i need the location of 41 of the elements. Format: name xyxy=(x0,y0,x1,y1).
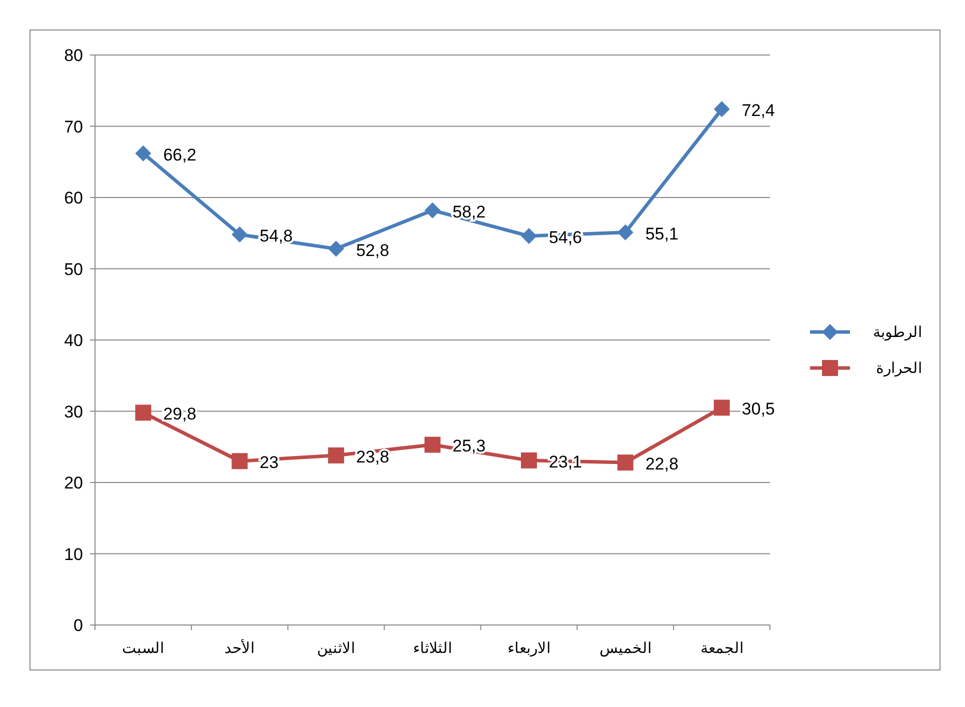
x-tick-label: السبت xyxy=(122,640,164,657)
y-tick-label: 80 xyxy=(64,46,83,65)
data-label: 55,1 xyxy=(645,224,678,244)
y-tick-label: 20 xyxy=(64,474,83,492)
point xyxy=(232,226,248,243)
x-tick-label: الثلاثاء xyxy=(413,640,452,657)
point xyxy=(135,404,152,421)
x-tick-label: الجمعة xyxy=(700,640,744,657)
data-label: 30,5 xyxy=(742,400,775,419)
point xyxy=(135,145,152,162)
point xyxy=(714,101,730,118)
data-label: 23,8 xyxy=(356,447,390,466)
point xyxy=(328,447,344,464)
data-label: 66,2 xyxy=(163,145,196,164)
x-tick-label: الخميس xyxy=(599,640,652,657)
y-tick-label: 30 xyxy=(64,402,83,422)
point xyxy=(424,436,440,453)
y-tick-label: 50 xyxy=(64,260,83,279)
y-tick-label: 0 xyxy=(74,616,83,635)
legend-label: الرطوبة xyxy=(873,324,922,341)
data-label: 52,8 xyxy=(356,240,390,260)
y-tick-label: 70 xyxy=(64,117,83,136)
data-label: 22,8 xyxy=(645,454,678,474)
y-tick-label: 60 xyxy=(64,188,83,208)
x-tick-label: الاثنين xyxy=(317,640,356,657)
point xyxy=(714,400,730,416)
data-label: 72,4 xyxy=(742,101,775,120)
x-tick-label: الاربعاء xyxy=(507,640,550,657)
point xyxy=(617,224,634,240)
point xyxy=(328,240,344,257)
data-label: 29,8 xyxy=(163,404,196,424)
data-label: 58,2 xyxy=(452,202,486,222)
point xyxy=(520,228,537,244)
point xyxy=(617,454,634,471)
point xyxy=(520,452,537,468)
point xyxy=(232,453,248,470)
point xyxy=(424,202,440,218)
y-tick-label: 40 xyxy=(64,331,83,350)
y-tick-label: 10 xyxy=(64,544,83,564)
x-tick-label: الأحد xyxy=(224,639,255,657)
legend-label: الحرارة xyxy=(876,360,922,377)
